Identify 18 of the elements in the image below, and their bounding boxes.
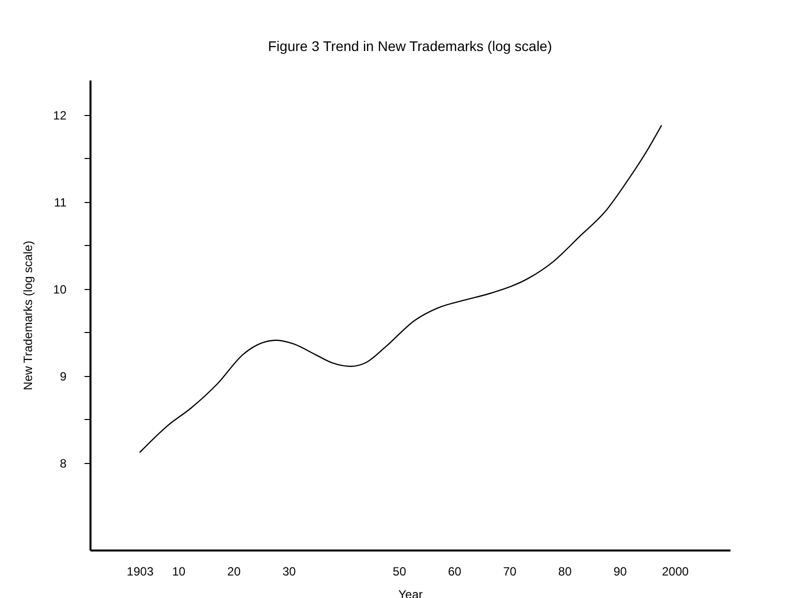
x-tick-label: 50 <box>392 564 406 578</box>
x-tick-label: 70 <box>503 564 517 578</box>
x-tick-label: 10 <box>172 564 186 578</box>
y-tick-label: 12 <box>53 108 67 122</box>
x-tick-label: 30 <box>282 564 296 578</box>
chart-title: Figure 3 Trend in New Trademarks (log scale) <box>268 38 552 54</box>
x-tick-label: 20 <box>227 564 241 578</box>
y-tick-label: 8 <box>60 456 67 470</box>
x-tick-label: 60 <box>448 564 462 578</box>
y-tick-label: 10 <box>53 282 67 296</box>
line-series <box>139 124 662 454</box>
x-tick-label: 80 <box>558 564 572 578</box>
x-tick-label: 2000 <box>662 564 689 578</box>
x-tick-label: 90 <box>613 564 628 578</box>
y-tick-label: 9 <box>60 369 67 384</box>
x-tick-label: 1903 <box>126 564 154 578</box>
y-tick-label: 11 <box>54 195 67 210</box>
y-axis-title: New Trademarks (log scale) <box>21 240 36 390</box>
